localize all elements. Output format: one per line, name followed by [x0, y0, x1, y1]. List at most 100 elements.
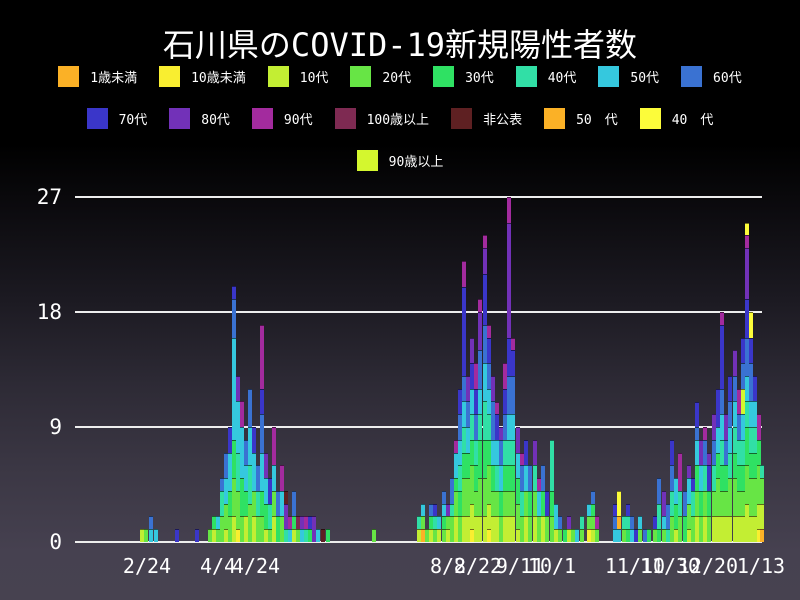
bar-segment	[284, 529, 288, 542]
bar	[687, 465, 691, 542]
bar-segment	[487, 414, 491, 440]
bar-segment	[760, 465, 764, 479]
bar-segment	[236, 452, 240, 491]
bar-segment	[292, 490, 296, 517]
bar	[563, 529, 567, 542]
bar	[296, 516, 300, 542]
bar-segment	[741, 337, 745, 364]
bar	[252, 427, 256, 542]
bar	[280, 465, 284, 542]
bar	[745, 222, 749, 542]
bar-segment	[753, 478, 757, 517]
bar-segment	[683, 490, 687, 517]
bar-segment	[429, 503, 433, 517]
bar-segment	[495, 401, 499, 415]
bar-segment	[474, 388, 478, 415]
bar-segment	[260, 414, 264, 453]
bar-segment	[483, 248, 487, 274]
bar-segment	[591, 529, 595, 542]
bar-segment	[491, 516, 495, 542]
bar-segment	[550, 490, 554, 517]
legend-row: 90歳以上	[0, 148, 800, 172]
bar-segment	[499, 516, 503, 542]
bar-segment	[716, 478, 720, 517]
bar-segment	[442, 529, 446, 542]
bar-segment	[533, 439, 537, 466]
bar	[520, 452, 524, 542]
bar-segment	[699, 439, 703, 466]
bar-segment	[454, 439, 458, 453]
bar-segment	[678, 516, 682, 542]
bar-segment	[745, 235, 749, 249]
bar-segment	[733, 516, 737, 542]
bar-segment	[474, 439, 478, 466]
bar-segment	[516, 503, 520, 530]
bar-segment	[224, 452, 228, 479]
bar-segment	[232, 516, 236, 542]
bar-segment	[487, 363, 491, 389]
bar	[372, 529, 376, 542]
bar-segment	[483, 273, 487, 325]
bar-segment	[507, 516, 511, 542]
bar	[733, 350, 737, 542]
bar-segment	[507, 439, 511, 466]
x-tick-label: 11/30	[639, 554, 701, 578]
bar-segment	[470, 388, 474, 415]
bar	[728, 375, 732, 542]
bar-segment	[695, 465, 699, 491]
bar-segment	[232, 439, 236, 479]
bar-segment	[516, 427, 520, 453]
bar-segment	[724, 516, 728, 542]
bar-segment	[454, 490, 458, 517]
bar-segment	[507, 375, 511, 415]
bar-segment	[745, 222, 749, 236]
bar	[737, 388, 741, 542]
bar-segment	[580, 529, 584, 542]
bar-segment	[195, 529, 199, 542]
bar-segment	[545, 490, 549, 517]
bar-segment	[458, 388, 462, 415]
bar	[720, 312, 724, 542]
bar-segment	[666, 503, 670, 530]
bar-segment	[737, 439, 741, 466]
bar-segment	[228, 490, 232, 517]
bar-segment	[749, 312, 753, 338]
legend-swatch	[544, 107, 566, 129]
bar-segment	[470, 529, 474, 542]
gridline	[75, 311, 762, 313]
bar	[140, 529, 144, 542]
bar-segment	[720, 516, 724, 542]
bar-segment	[720, 439, 724, 466]
legend-swatch	[433, 65, 455, 87]
bar-segment	[728, 478, 732, 517]
legend: 1歳未満 10歳未満 10代 20代 30代 40代 50代 60代 70代 80代 90代 100歳…	[0, 64, 800, 172]
bar-segment	[292, 516, 296, 530]
bar-segment	[264, 503, 268, 530]
bar	[591, 490, 595, 542]
bar-segment	[491, 375, 495, 402]
bar-segment	[216, 516, 220, 530]
bar	[670, 439, 674, 542]
bar-segment	[753, 375, 757, 402]
bar	[712, 414, 716, 542]
bar-segment	[550, 439, 554, 491]
bar-segment	[220, 490, 224, 517]
bar-segment	[741, 439, 745, 466]
bar-segment	[268, 529, 272, 542]
bar-segment	[591, 503, 595, 517]
bar	[580, 516, 584, 542]
bar	[622, 516, 626, 542]
bar-segment	[695, 439, 699, 466]
bar-segment	[248, 503, 252, 542]
bar-segment	[626, 516, 630, 530]
bar	[300, 516, 304, 542]
bar-segment	[720, 312, 724, 325]
bar-segment	[749, 363, 753, 402]
bar	[683, 490, 687, 542]
bar-segment	[545, 516, 549, 542]
bar-segment	[503, 465, 507, 491]
bar-segment	[720, 388, 724, 415]
bar-segment	[699, 516, 703, 542]
bar-segment	[674, 503, 678, 530]
bar-segment	[220, 516, 224, 542]
